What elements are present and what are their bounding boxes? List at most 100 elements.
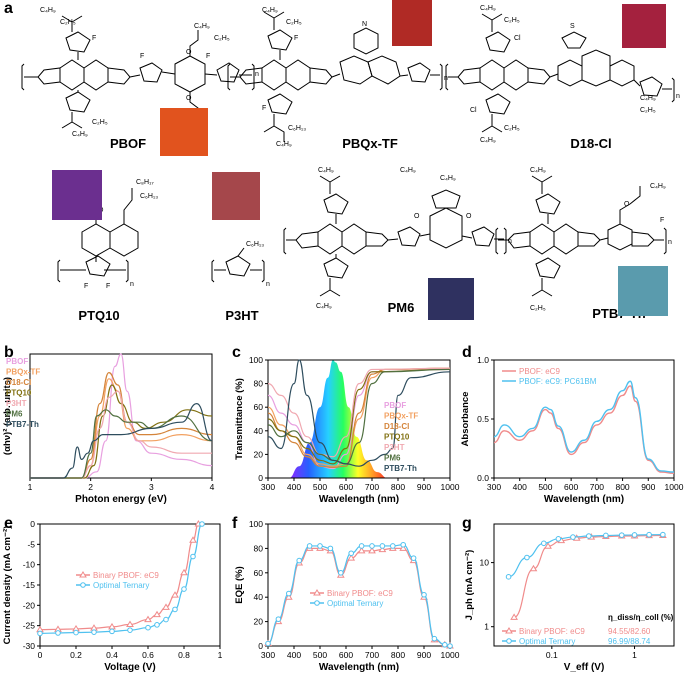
d18cl-structure — [445, 13, 675, 133]
data-point — [555, 536, 562, 542]
series-line — [493, 385, 675, 474]
x-tick-label: 2 — [88, 482, 93, 492]
data-point — [37, 630, 43, 637]
series-line — [493, 380, 675, 473]
legend-marker — [80, 582, 86, 588]
series-line — [30, 402, 213, 479]
legend-marker — [313, 589, 321, 596]
y-tick-label: 10 — [480, 558, 490, 568]
data-point — [154, 622, 160, 628]
legend-label: PBOF: eC9 — [519, 367, 560, 376]
x-axis-label: Wavelength (nm) — [319, 662, 399, 673]
x-tick-label: 600 — [339, 650, 353, 660]
y-tick-label: -30 — [23, 641, 36, 651]
series-line — [30, 384, 213, 479]
table-header: η_diss/η_coll (%) — [608, 613, 674, 622]
x-axis-label: Wavelength (nm) — [319, 494, 399, 505]
series-line — [267, 359, 451, 467]
data-point — [275, 616, 282, 622]
data-point — [338, 570, 344, 576]
legend-marker — [314, 600, 320, 606]
data-point — [378, 545, 387, 553]
y-tick-label: -10 — [23, 560, 36, 570]
series-line — [267, 367, 451, 468]
y-tick-label: 20 — [254, 449, 264, 459]
x-tick-label: 300 — [261, 482, 275, 492]
chem-label: O — [466, 213, 472, 220]
x-tick-label: 1 — [632, 650, 637, 660]
x-tick-label: 600 — [564, 482, 578, 492]
chart-g: 0.1 1 1 10 V_eff (V) J_ph (mA cm⁻²) Binary PBO… — [464, 523, 675, 673]
chem-label: C₄H₉ — [72, 131, 88, 138]
data-point — [603, 532, 609, 539]
chem-label: n — [266, 281, 270, 288]
molecule-name-p3ht: P3HT — [225, 308, 259, 323]
chem-label: n — [130, 281, 134, 288]
chem-label: F — [106, 283, 110, 290]
y-tick-label: 0 — [258, 473, 263, 483]
data-point — [618, 532, 625, 538]
y-axis-label: EQE (%) — [234, 566, 245, 603]
y-tick-label: -15 — [23, 580, 36, 590]
x-tick-label: 0.6 — [142, 650, 154, 660]
data-point — [91, 629, 97, 635]
chem-label: Cl — [514, 35, 521, 42]
panel-letter-c: c — [232, 344, 241, 361]
chem-label: O — [624, 201, 630, 208]
chem-label: C₄H₉ — [318, 167, 334, 174]
x-tick-label: 500 — [313, 482, 327, 492]
data-point — [400, 541, 406, 548]
chem-label: C₄H₉ — [440, 175, 456, 182]
molecule-name-pbqx-tf: PBQx-TF — [342, 136, 398, 151]
legend-label: PBOF — [384, 401, 406, 410]
y-axis-label: J_ph (mA cm⁻²) — [464, 550, 475, 621]
ptq10-structure — [57, 188, 139, 283]
legend-marker — [505, 627, 513, 634]
data-point — [127, 627, 133, 633]
y-tick-label: 20 — [254, 617, 264, 627]
molecule-name-pbof: PBOF — [109, 136, 147, 151]
y-tick-label: 0.0 — [477, 473, 489, 483]
chart-b: 1 2 3 4 Photon energy (eV) (αhν)² (arb. units… — [2, 353, 215, 505]
table-value: 94.55/82.60 — [608, 627, 651, 636]
chem-label: F — [206, 53, 210, 60]
x-tick-label: 0.4 — [106, 650, 118, 660]
legend-label: PBQx-TF — [6, 368, 40, 377]
film-swatch-ptb7-th — [618, 266, 668, 316]
legend-label: PM6 — [384, 454, 401, 463]
x-axis-label: V_eff (V) — [564, 662, 605, 673]
molecule-structures: C₄H₉ C₂H₅ F C₄H₉ C₂H₅ O O F F C₄H₉ C₂H₅ … — [21, 5, 680, 312]
panel-letter-a: a — [4, 0, 13, 17]
x-tick-label: 1 — [28, 482, 33, 492]
data-point — [447, 643, 453, 649]
x-tick-label: 600 — [339, 482, 353, 492]
data-point — [347, 554, 356, 561]
x-tick-label: 800 — [391, 482, 405, 492]
chem-label: C₄H₉ — [650, 183, 666, 190]
legend-label: D18-Cl — [384, 422, 409, 431]
data-point — [379, 543, 386, 549]
chem-label: C₂H₅ — [60, 19, 76, 26]
legend-label: Optimal Ternary — [93, 581, 149, 590]
chem-label: S — [570, 23, 575, 30]
chem-label: n — [668, 239, 672, 246]
data-point — [586, 533, 592, 539]
chem-label: n — [444, 75, 448, 82]
x-tick-label: 700 — [365, 482, 379, 492]
y-tick-label: 60 — [254, 402, 264, 412]
x-tick-label: 1000 — [665, 482, 684, 492]
data-point — [348, 550, 354, 557]
series-line — [30, 409, 213, 479]
film-swatch-pbqx-tf — [392, 0, 432, 46]
chem-label: n — [508, 238, 512, 245]
chem-label: C₂H₅ — [530, 305, 546, 312]
film-swatch-pbof — [160, 108, 208, 156]
chem-label: C₂H₅ — [214, 35, 230, 42]
data-point — [646, 531, 652, 538]
x-tick-label: 400 — [287, 482, 301, 492]
pm6-structure — [283, 175, 507, 297]
chem-label: n — [255, 71, 259, 78]
data-point — [544, 542, 552, 549]
chem-label: F — [660, 217, 664, 224]
chem-label: C₄H₉ — [400, 167, 416, 174]
